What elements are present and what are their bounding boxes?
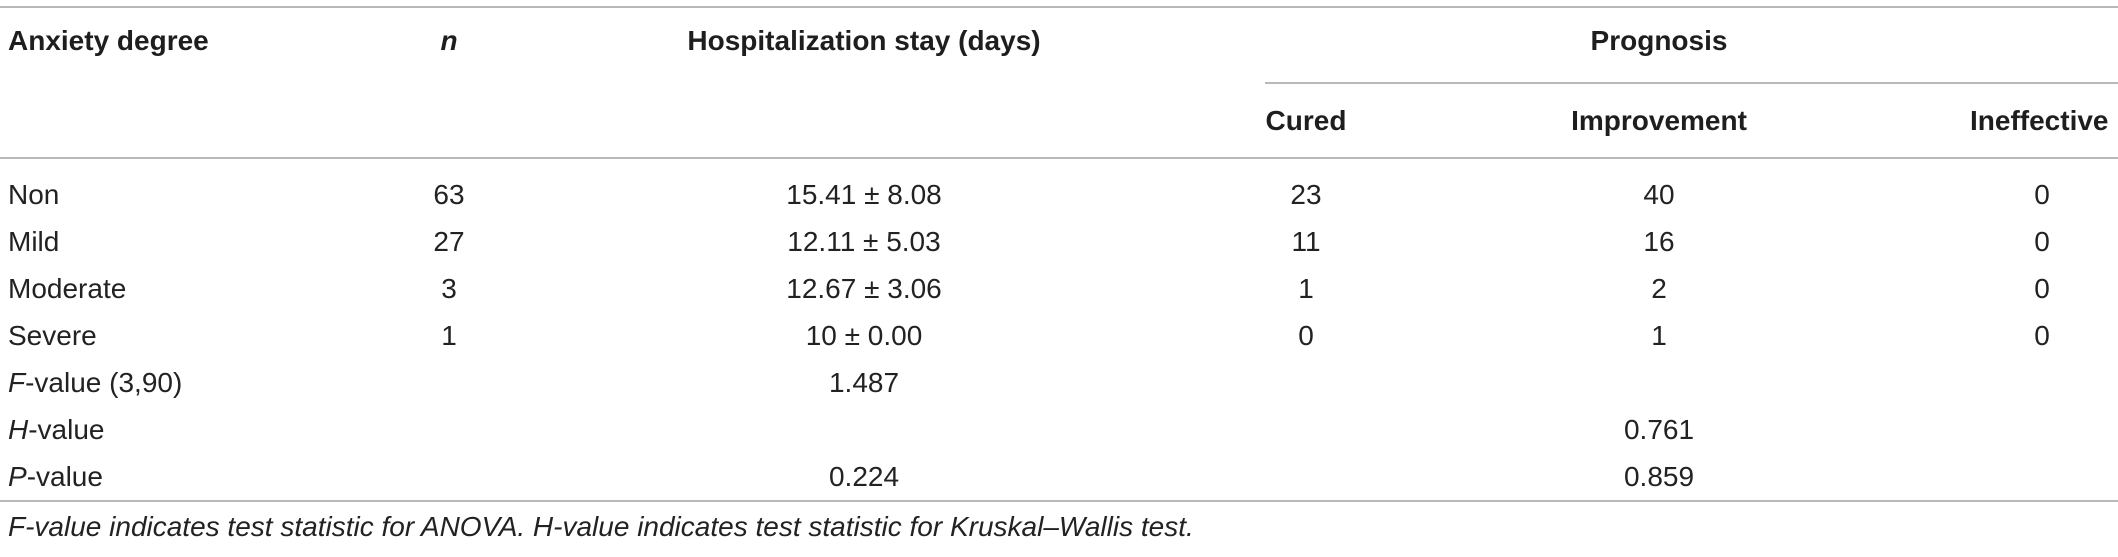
- row-cured: 1: [1298, 273, 1314, 304]
- header-n: n: [440, 25, 458, 56]
- row-degree: Mild: [8, 226, 60, 257]
- f-label-text: -value (3,90): [25, 367, 183, 398]
- f-value-label: F-value (3,90): [8, 366, 182, 400]
- row-n: 27: [433, 226, 465, 257]
- header-cured: Cured: [1265, 105, 1347, 136]
- row-improvement: 1: [1651, 320, 1667, 351]
- row-degree: Severe: [8, 320, 97, 351]
- row-n: 3: [441, 273, 457, 304]
- p-label-symbol: P: [8, 461, 27, 492]
- h-value-improvement: 0.761: [1623, 414, 1695, 445]
- h-label-text: -value: [28, 414, 105, 445]
- row-improvement: 40: [1643, 179, 1675, 210]
- p-value-improvement: 0.859: [1623, 461, 1695, 492]
- row-degree: Moderate: [8, 273, 127, 304]
- header-improvement: Improvement: [1571, 105, 1747, 136]
- row-improvement: 2: [1651, 273, 1667, 304]
- f-value-stay: 1.487: [828, 367, 900, 398]
- p-value-stay: 0.224: [828, 461, 900, 492]
- h-label-symbol: H: [8, 414, 29, 445]
- table-bottom-rule: [0, 500, 2118, 502]
- row-n: 1: [441, 320, 457, 351]
- prognosis-rule: [1265, 82, 2118, 84]
- row-stay: 15.41 ± 8.08: [786, 179, 942, 210]
- row-stay: 12.11 ± 5.03: [787, 226, 941, 257]
- row-stay: 10 ± 0.00: [805, 320, 923, 351]
- header-bottom-rule: [0, 157, 2118, 159]
- row-n: 63: [433, 179, 465, 210]
- p-label-text: -value: [26, 461, 103, 492]
- header-prognosis: Prognosis: [1590, 25, 1728, 56]
- row-improvement: 16: [1643, 226, 1675, 257]
- row-ineffective: 0: [2034, 273, 2050, 304]
- row-ineffective: 0: [2034, 226, 2050, 257]
- row-ineffective: 0: [2034, 179, 2050, 210]
- row-cured: 11: [1291, 226, 1321, 257]
- p-value-label: P-value: [8, 460, 103, 494]
- row-degree: Non: [8, 179, 60, 210]
- row-ineffective: 0: [2034, 320, 2050, 351]
- top-rule: [0, 6, 2118, 8]
- row-cured: 0: [1298, 320, 1314, 351]
- header-anxiety-degree: Anxiety degree: [8, 25, 209, 56]
- f-label-symbol: F: [8, 367, 26, 398]
- header-hospitalization-stay: Hospitalization stay (days): [687, 25, 1041, 56]
- header-ineffective: Ineffective: [1970, 105, 2109, 136]
- row-stay: 12.67 ± 3.06: [786, 273, 942, 304]
- h-value-label: H-value: [8, 413, 105, 447]
- row-cured: 23: [1290, 179, 1322, 210]
- table-footnote: F-value indicates test statistic for ANO…: [8, 511, 1194, 542]
